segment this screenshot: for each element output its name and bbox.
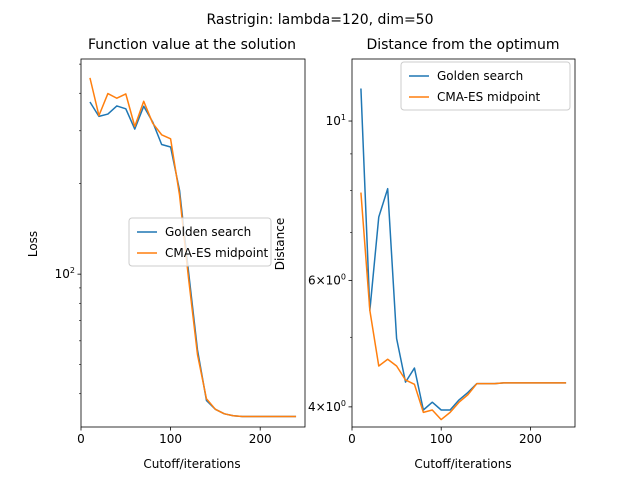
panel-function-value: Function value at the solution Cutoff/it…	[26, 37, 306, 471]
y-axis-label: Distance	[273, 218, 287, 270]
legend: Golden search CMA-ES midpoint	[128, 217, 272, 267]
x-tick-label: 100	[159, 432, 182, 446]
plot-area: 0 100 200 102 Golden search CMA-ES midpoint	[55, 58, 306, 446]
y-tick-label: 101	[326, 113, 346, 128]
y-axis-label: Loss	[26, 231, 40, 257]
axes-frame	[80, 58, 306, 428]
y-tick-label: 4×100	[308, 399, 346, 414]
legend-label: Golden search	[165, 225, 251, 239]
x-tick-label: 0	[77, 432, 85, 446]
chart-title: Distance from the optimum	[366, 37, 559, 53]
x-tick-label: 0	[348, 432, 356, 446]
legend-box	[128, 217, 272, 267]
axes-frame	[351, 58, 576, 428]
y-tick-label: 102	[55, 266, 75, 281]
legend-label: CMA-ES midpoint	[437, 90, 541, 104]
panel-distance: Distance from the optimum Cutoff/iterati…	[273, 37, 576, 471]
legend-box	[400, 61, 571, 111]
plot-area: 0 100 200 101 6×100 4×100 Golden search CMA-ES …	[308, 58, 576, 446]
chart-title: Function value at the solution	[88, 37, 296, 53]
legend-label: Golden search	[437, 69, 523, 83]
y-tick-label: 6×100	[308, 272, 346, 287]
x-tick-label: 200	[519, 432, 542, 446]
legend-label: CMA-ES midpoint	[165, 246, 269, 260]
legend: Golden search CMA-ES midpoint	[400, 61, 571, 111]
series-line-cma-es-midpoint	[89, 77, 297, 418]
x-tick-label: 100	[430, 432, 453, 446]
x-tick-label: 200	[249, 432, 272, 446]
x-axis-label: Cutoff/iterations	[414, 457, 511, 471]
x-axis-label: Cutoff/iterations	[143, 457, 240, 471]
figure-suptitle: Rastrigin: lambda=120, dim=50	[206, 12, 433, 28]
series-line-cma-es-midpoint	[360, 192, 567, 421]
